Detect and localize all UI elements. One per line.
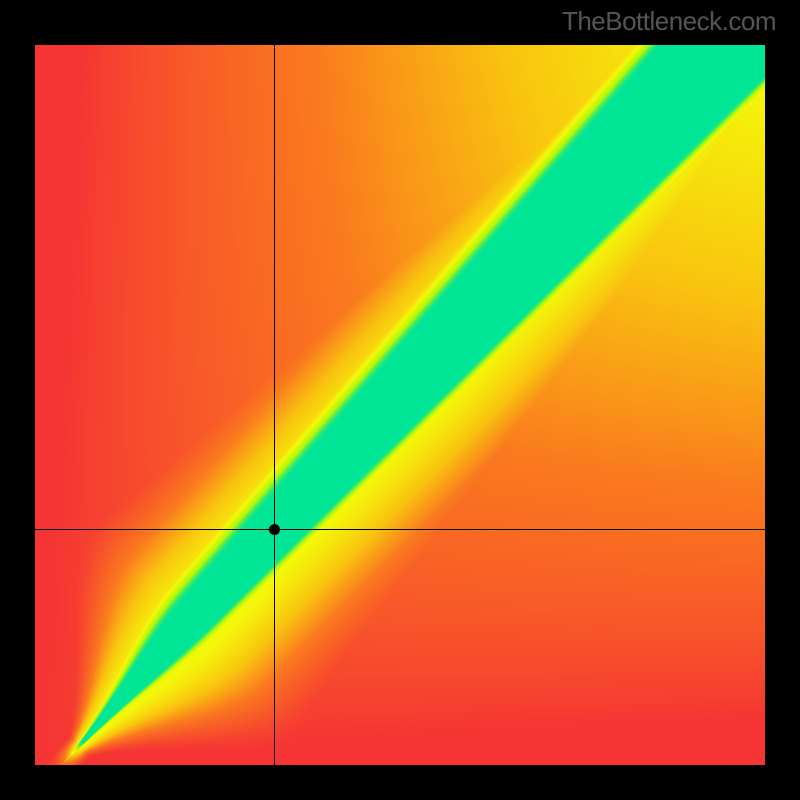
heatmap-plot [35,45,765,765]
chart-container: TheBottleneck.com [0,0,800,800]
heatmap-canvas [35,45,765,765]
watermark-text: TheBottleneck.com [562,6,776,37]
